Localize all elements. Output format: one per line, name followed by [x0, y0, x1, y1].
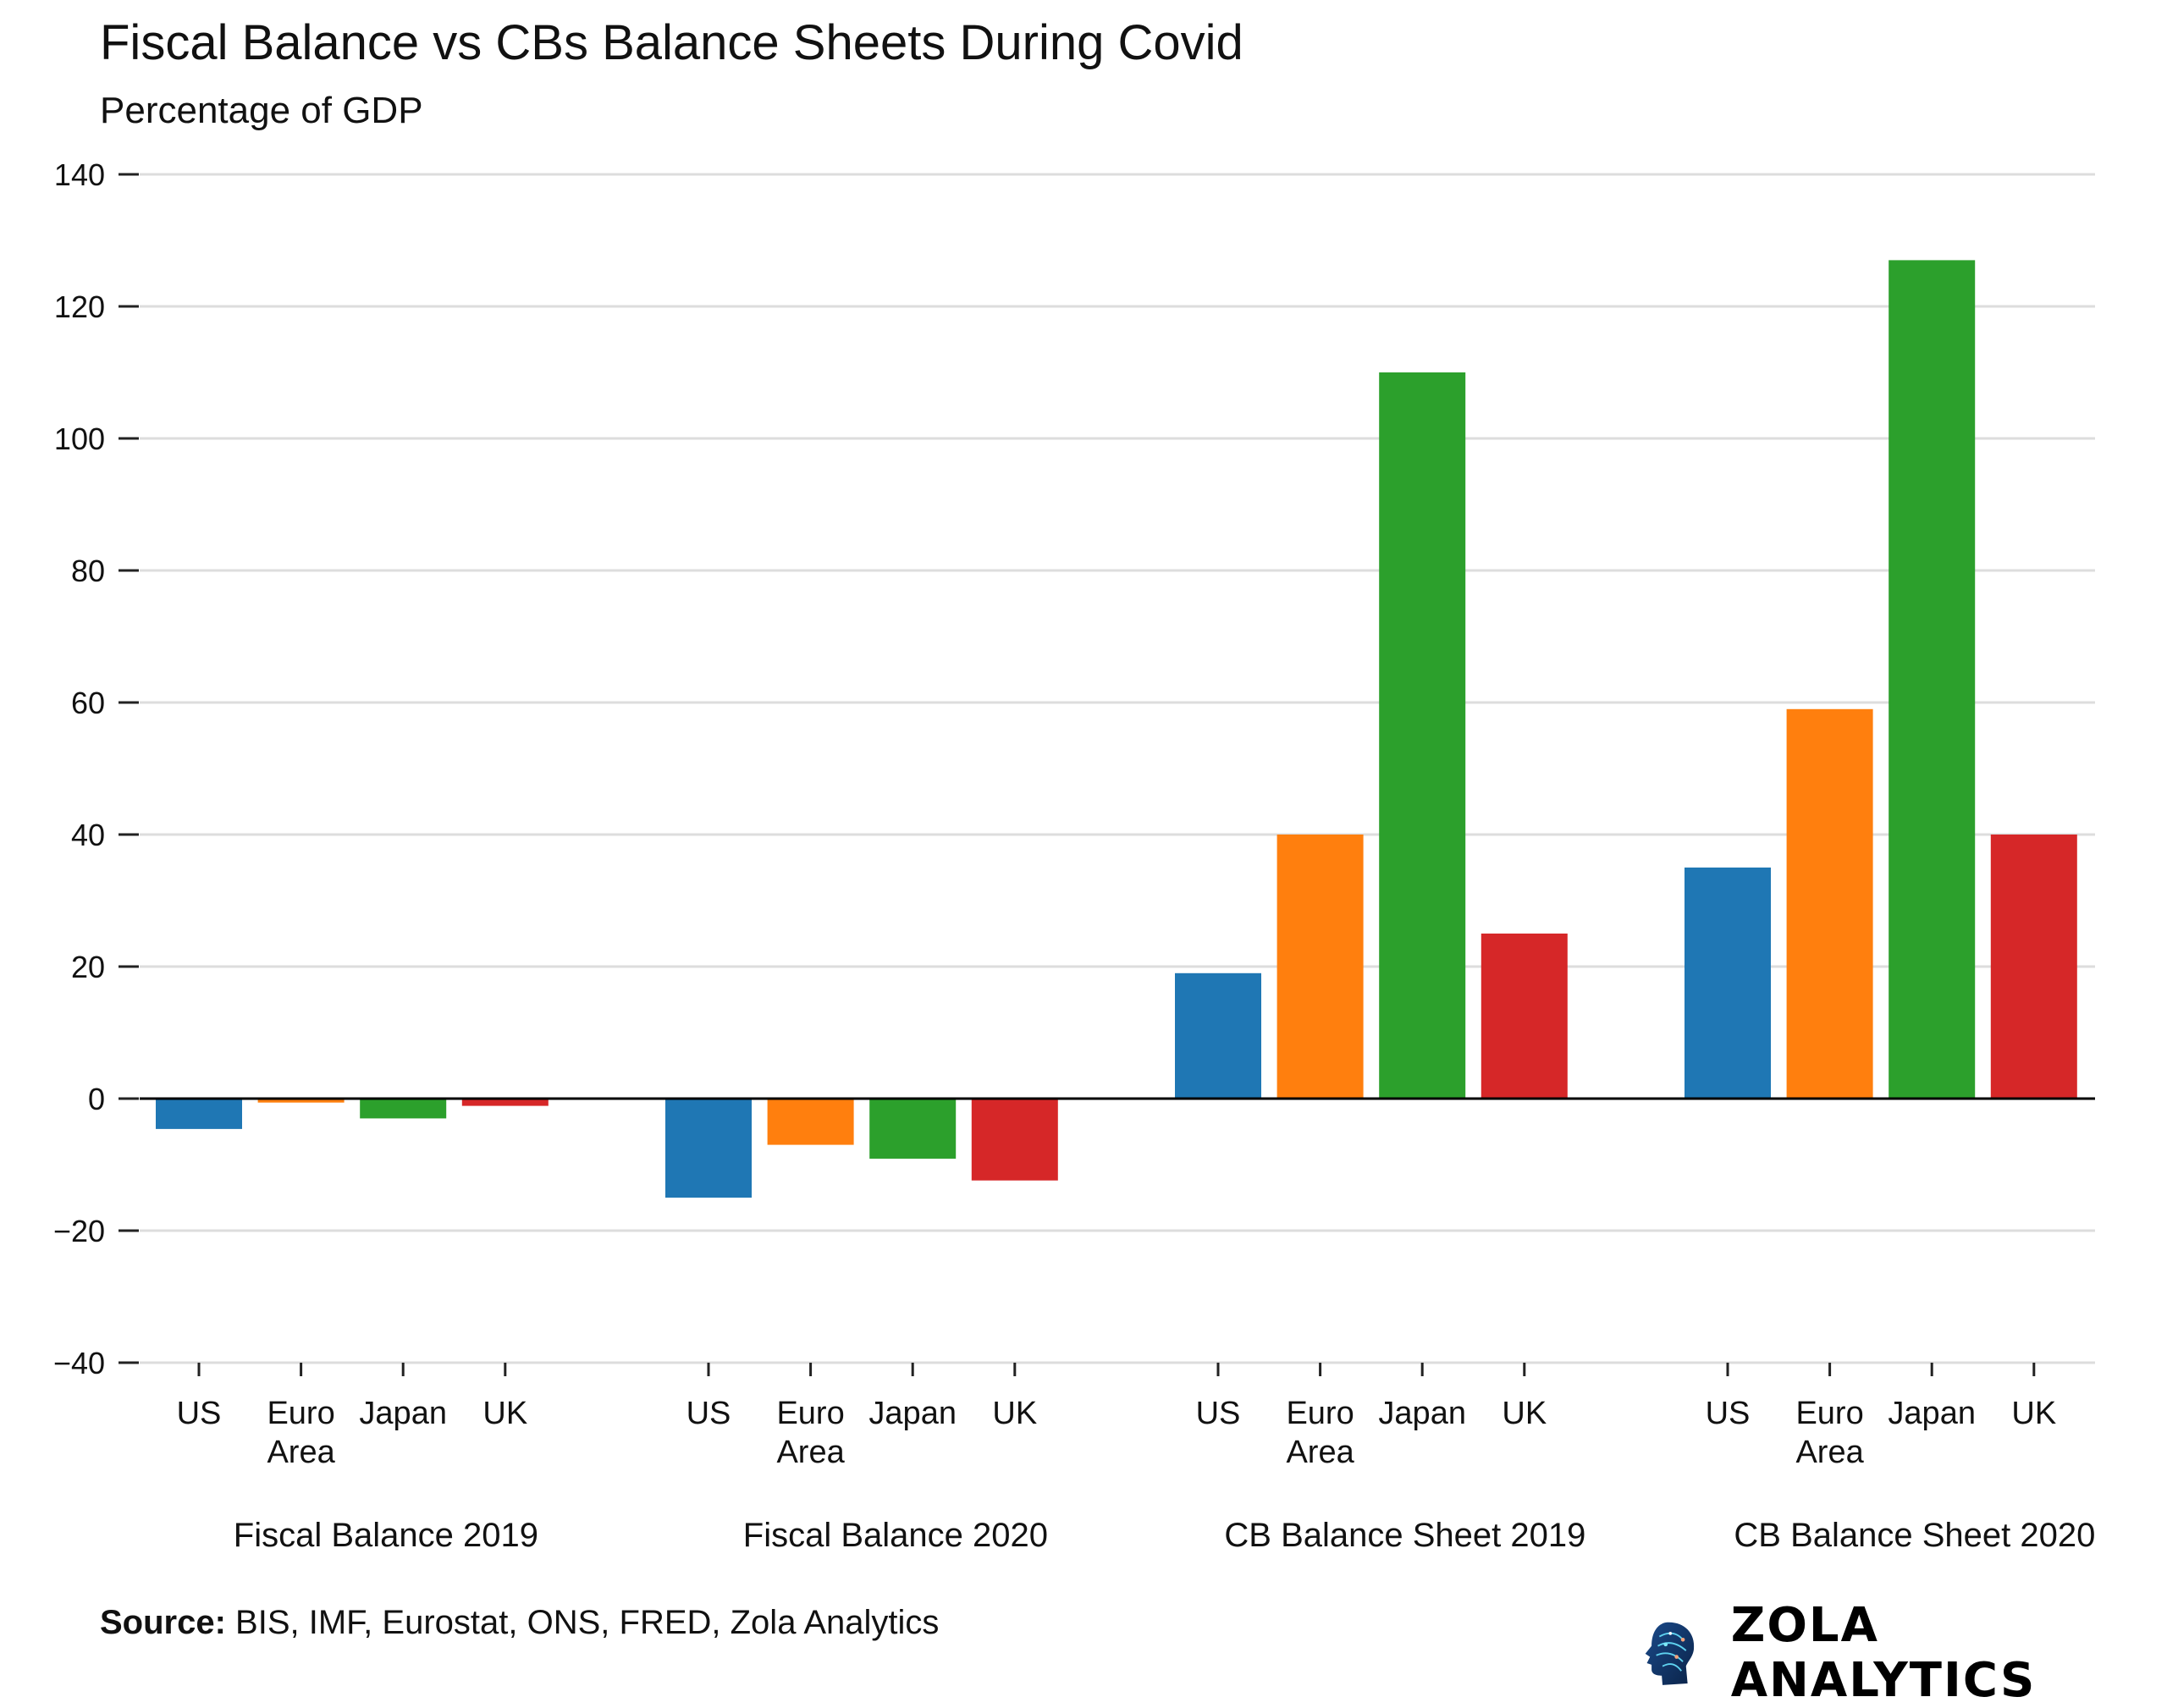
y-tick-label: 80	[71, 554, 105, 588]
y-tick-label: −40	[53, 1346, 105, 1380]
bar-us	[1175, 972, 1261, 1099]
x-tick-label: Euro Area	[1795, 1396, 1864, 1470]
bar-japan	[360, 1099, 447, 1119]
source-label: Source:	[100, 1604, 226, 1641]
bar-uk	[971, 1099, 1058, 1181]
bar-japan	[869, 1099, 957, 1159]
y-tick-label: 0	[88, 1082, 105, 1116]
x-tick-label: Japan	[1888, 1396, 1976, 1431]
gridlines	[140, 173, 2095, 1364]
y-tick-label: 20	[71, 950, 105, 984]
x-tick-label: UK	[482, 1396, 527, 1431]
source-text: BIS, IMF, Eurostat, ONS, FRED, Zola Anal…	[226, 1604, 939, 1641]
bar-japan	[1889, 260, 1976, 1099]
x-axis: US Euro Area Japan UK Fiscal Balance 2019 US Eu…	[177, 1363, 2095, 1554]
x-tick-label: Japan	[868, 1396, 957, 1431]
bar-uk	[1990, 835, 2077, 1099]
group-label: CB Balance Sheet 2020	[1734, 1517, 2095, 1554]
group-label: Fiscal Balance 2020	[743, 1517, 1048, 1554]
y-tick-label: −20	[53, 1214, 105, 1248]
chart-title: Fiscal Balance vs CBs Balance Sheets Dur…	[100, 15, 1243, 70]
source-note: Source: BIS, IMF, Eurostat, ONS, FRED, Z…	[100, 1604, 939, 1641]
chart-subtitle: Percentage of GDP	[100, 90, 423, 131]
x-tick-label: Japan	[1378, 1396, 1466, 1431]
x-tick-label: UK	[2011, 1396, 2056, 1431]
y-axis: 140 120 100 80 60 40 20 0 −20 −40	[53, 157, 139, 1380]
group-label: CB Balance Sheet 2019	[1224, 1517, 1585, 1554]
x-tick-label: UK	[1502, 1396, 1547, 1431]
x-tick-label: Euro Area	[1286, 1396, 1354, 1470]
y-tick-label: 60	[71, 686, 105, 720]
bar-us	[665, 1099, 752, 1198]
x-tick-label: Japan	[359, 1396, 447, 1431]
bar-euro-area	[257, 1099, 345, 1103]
x-tick-label: US	[1196, 1396, 1241, 1431]
bar-uk	[1481, 934, 1568, 1099]
bar-euro-area	[767, 1099, 854, 1145]
logo-text: ZOLA ANALYTICS	[1730, 1598, 2037, 1708]
x-tick-label: Euro Area	[776, 1396, 845, 1470]
x-tick-label: Euro Area	[267, 1396, 335, 1470]
y-tick-label: 140	[54, 157, 105, 192]
group-label: Fiscal Balance 2019	[234, 1517, 538, 1554]
x-tick-label: US	[1706, 1396, 1751, 1431]
zola-analytics-logo: ZOLA ANALYTICS	[1642, 1598, 2167, 1708]
y-tick-label: 120	[54, 289, 105, 324]
bar-euro-area	[1786, 708, 1873, 1099]
bar-us	[1685, 868, 1771, 1099]
y-tick-label: 100	[54, 421, 105, 456]
x-tick-label: US	[177, 1396, 222, 1431]
x-tick-label: US	[686, 1396, 731, 1431]
x-tick-label: UK	[992, 1396, 1037, 1431]
bar-euro-area	[1276, 835, 1364, 1099]
bar-us	[156, 1099, 242, 1129]
bar-uk	[461, 1099, 549, 1106]
circuit-head-icon	[1645, 1622, 1695, 1685]
y-tick-label: 40	[71, 818, 105, 852]
bars	[156, 260, 2077, 1198]
bar-japan	[1379, 372, 1466, 1099]
